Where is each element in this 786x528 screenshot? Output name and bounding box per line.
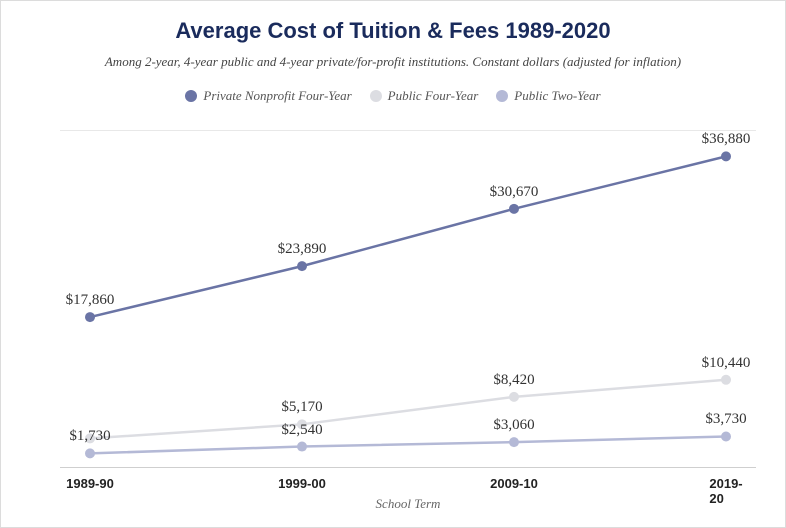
legend: Private Nonprofit Four-Year Public Four-… [20, 88, 766, 104]
data-label: $10,440 [702, 355, 751, 372]
plot-svg [60, 130, 756, 468]
x-tick-label: 2009-10 [490, 476, 538, 491]
legend-label: Public Four-Year [388, 88, 479, 104]
series-marker [297, 442, 307, 452]
series-marker [721, 431, 731, 441]
data-label: $8,420 [493, 372, 534, 389]
legend-dot-icon [185, 90, 197, 102]
x-tick-label: 1999-00 [278, 476, 326, 491]
plot-area: $17,860 $23,890 $30,670 $36,880 $5,170 $8,420… [60, 130, 756, 468]
legend-item: Private Nonprofit Four-Year [185, 88, 351, 104]
x-axis-label: School Term [376, 496, 441, 512]
data-label: $30,670 [490, 184, 539, 201]
data-label: $3,730 [705, 411, 746, 428]
data-label: $17,860 [66, 292, 115, 309]
x-tick-label: 1989-90 [66, 476, 114, 491]
series-line [90, 436, 726, 453]
series-marker [297, 261, 307, 271]
legend-dot-icon [370, 90, 382, 102]
legend-label: Public Two-Year [514, 88, 600, 104]
series-marker [509, 204, 519, 214]
data-label: $2,540 [281, 422, 322, 439]
legend-dot-icon [496, 90, 508, 102]
legend-item: Public Four-Year [370, 88, 479, 104]
series-marker [85, 448, 95, 458]
chart-title: Average Cost of Tuition & Fees 1989-2020 [20, 18, 766, 44]
data-label: $23,890 [278, 241, 327, 258]
series-marker [85, 312, 95, 322]
data-label: $1,730 [69, 428, 110, 445]
series-marker [509, 437, 519, 447]
legend-label: Private Nonprofit Four-Year [203, 88, 351, 104]
series-marker [509, 392, 519, 402]
series-marker [721, 151, 731, 161]
chart-subtitle: Among 2-year, 4-year public and 4-year p… [20, 54, 766, 70]
data-label: $5,170 [281, 399, 322, 416]
series-marker [721, 375, 731, 385]
chart-container: Average Cost of Tuition & Fees 1989-2020… [0, 0, 786, 528]
series-line [90, 380, 726, 439]
x-tick-label: 2019-20 [709, 476, 742, 506]
legend-item: Public Two-Year [496, 88, 600, 104]
data-label: $3,060 [493, 417, 534, 434]
data-label: $36,880 [702, 131, 751, 148]
series-line [90, 156, 726, 317]
